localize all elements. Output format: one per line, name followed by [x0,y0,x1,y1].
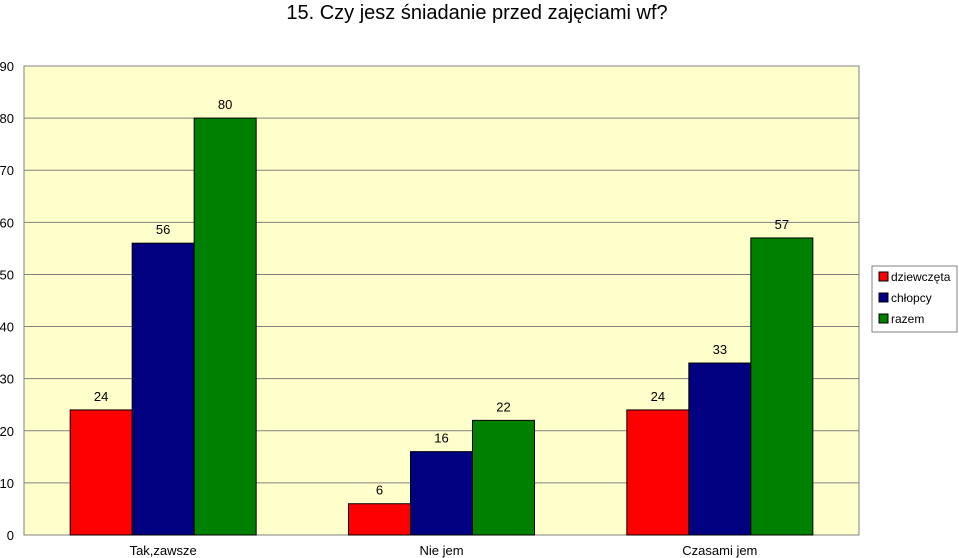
y-tick-label: 60 [0,215,14,230]
bar-2-2 [750,237,814,536]
x-tick-label: Nie jem [419,543,463,558]
bar-0-1 [131,242,195,536]
data-label: 16 [434,431,448,446]
y-tick-label: 0 [7,528,14,543]
legend-label: razem [891,312,924,326]
data-label: 6 [376,483,383,498]
legend-label: dziewczęta [891,270,951,284]
data-label: 24 [94,389,108,404]
bar-2-0 [626,409,690,536]
bar-1-0 [348,503,411,536]
bar-1-2 [472,419,535,536]
data-label: 80 [218,97,232,112]
bar-0-2 [193,117,257,536]
legend-label: chłopcy [891,291,932,305]
legend-swatch [878,271,889,282]
y-tick-label: 80 [0,111,14,126]
legend-swatch [878,292,889,303]
data-labels: 24 56 80 6 16 22 24 33 57 [94,97,789,498]
y-axis: 0 10 20 30 40 50 60 70 80 90 [0,59,14,543]
bar-1-1 [410,451,473,536]
y-tick-label: 20 [0,424,14,439]
y-tick-label: 30 [0,372,14,387]
data-label: 56 [156,222,170,237]
x-axis: Tak,zawsze Nie jem Czasami jem [130,543,758,558]
y-tick-label: 10 [0,476,14,491]
bar-2-1 [688,362,752,536]
y-tick-label: 70 [0,163,14,178]
x-tick-label: Tak,zawsze [130,543,197,558]
data-label: 57 [775,217,789,232]
bars [69,117,814,536]
bar-0-0 [69,409,133,536]
x-tick-label: Czasami jem [682,543,757,558]
data-label: 22 [496,399,510,414]
y-tick-label: 50 [0,267,14,282]
data-label: 24 [651,389,665,404]
y-tick-label: 40 [0,320,14,335]
y-tick-label: 90 [0,59,14,74]
chart-title: 15. Czy jesz śniadanie przed zajęciami w… [286,2,667,24]
legend-swatch [878,313,889,324]
legend: dziewczęta chłopcy razem [871,265,958,333]
data-label: 33 [713,342,727,357]
